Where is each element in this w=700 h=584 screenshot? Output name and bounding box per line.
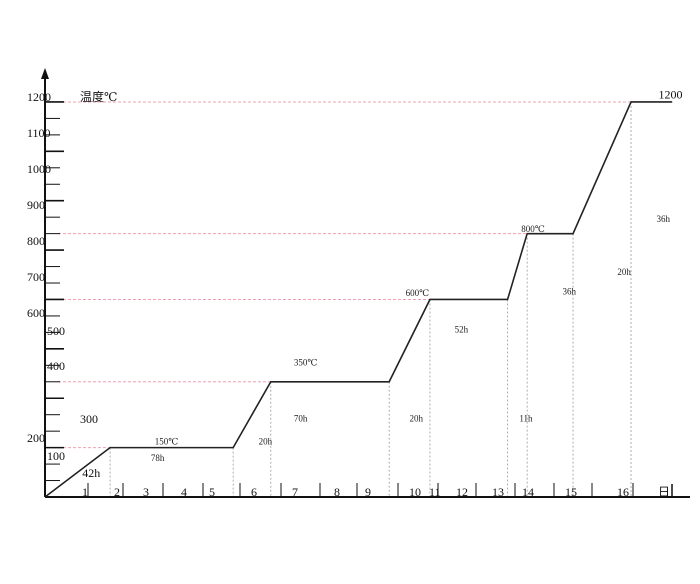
y-tick-label: 1000 bbox=[27, 162, 51, 176]
y-tick-label: 1100 bbox=[27, 126, 51, 140]
y-axis-arrow bbox=[41, 68, 49, 79]
annotation-label: 42h bbox=[82, 466, 100, 480]
annotation-label: 70h bbox=[294, 413, 308, 423]
x-tick-label: 8 bbox=[334, 485, 340, 499]
x-tick-label: 11 bbox=[429, 485, 441, 499]
y-tick-label: 800 bbox=[27, 234, 45, 248]
x-axis-title: 日 bbox=[658, 485, 670, 499]
annotation-label: 800℃ bbox=[521, 224, 545, 234]
x-tick-label: 4 bbox=[181, 485, 187, 499]
y-tick-label: 100 bbox=[47, 449, 65, 463]
annotation-label: 78h bbox=[151, 453, 165, 463]
y-tick-label: 1200 bbox=[27, 90, 51, 104]
y-tick-label: 500 bbox=[47, 324, 65, 338]
annotation-label: 1200 bbox=[658, 88, 682, 102]
annotation-label: 350℃ bbox=[294, 357, 318, 367]
x-tick-label: 16 bbox=[617, 485, 629, 499]
y-axis-title: 温度℃ bbox=[80, 89, 117, 104]
y-tick-label: 300 bbox=[80, 412, 98, 426]
x-tick-label: 15 bbox=[565, 485, 577, 499]
y-tick-label: 700 bbox=[27, 270, 45, 284]
x-tick-label: 3 bbox=[143, 485, 149, 499]
y-tick-label: 600 bbox=[27, 306, 45, 320]
annotation-label: 150℃ bbox=[155, 436, 179, 446]
annotation-label: 600℃ bbox=[406, 288, 430, 298]
x-tick-label: 9 bbox=[365, 485, 371, 499]
x-tick-label: 14 bbox=[522, 485, 534, 499]
temperature-profile-line bbox=[44, 101, 673, 498]
x-tick-label: 10 bbox=[409, 485, 421, 499]
x-tick-label: 13 bbox=[492, 485, 504, 499]
annotation-label: 20h bbox=[259, 436, 273, 446]
annotation-label: 11h bbox=[519, 413, 533, 423]
annotation-label: 52h bbox=[455, 324, 469, 334]
x-tick-label: 1 bbox=[82, 485, 88, 499]
x-tick-label: 2 bbox=[114, 485, 120, 499]
annotation-label: 20h bbox=[617, 267, 631, 277]
annotation-label: 36h bbox=[657, 214, 671, 224]
x-tick-label: 5 bbox=[209, 485, 215, 499]
y-tick-label: 900 bbox=[27, 198, 45, 212]
x-tick-label: 12 bbox=[456, 485, 468, 499]
y-tick-label: 400 bbox=[47, 359, 65, 373]
y-tick-label: 200 bbox=[27, 431, 45, 445]
x-tick-label: 7 bbox=[292, 485, 298, 499]
annotation-label: 20h bbox=[410, 413, 424, 423]
x-tick-label: 6 bbox=[251, 485, 257, 499]
annotation-label: 36h bbox=[562, 287, 576, 297]
